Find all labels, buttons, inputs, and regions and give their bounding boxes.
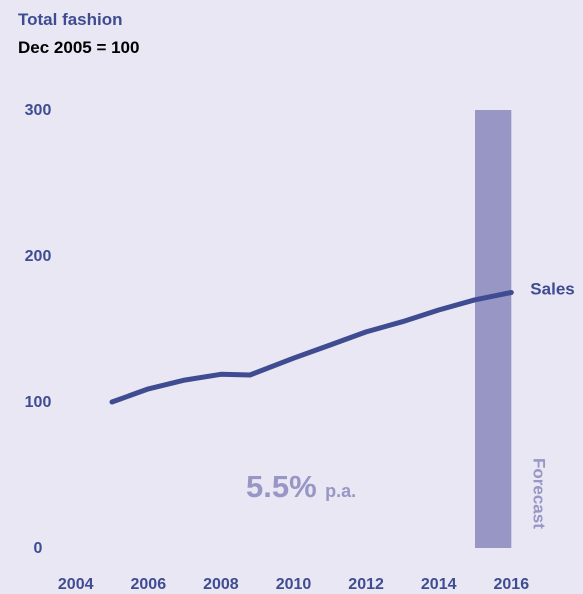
sales-line (109, 290, 514, 405)
series-label-sales: Sales (530, 280, 574, 299)
x-tick-label: 2010 (276, 576, 312, 593)
x-tick-label: 2016 (494, 576, 530, 593)
y-tick-label: 300 (25, 102, 52, 119)
y-tick-label: 100 (25, 394, 52, 411)
x-tick-label: 2006 (131, 576, 167, 593)
chart-subtitle: Dec 2005 = 100 (18, 38, 139, 57)
chart-title: Total fashion (18, 10, 123, 29)
forecast-label: Forecast (529, 458, 548, 529)
growth-value: 5.5% (246, 469, 317, 504)
growth-suffix: p.a. (325, 481, 356, 501)
y-tick-label: 0 (34, 540, 43, 557)
y-tick-label: 200 (25, 248, 52, 265)
forecast-band (475, 110, 512, 548)
x-axis-ticks: 2004 2006 2008 2010 2012 2014 2016 (58, 576, 529, 593)
growth-annotation: 5.5% p.a. (246, 469, 356, 504)
x-tick-label: 2014 (421, 576, 457, 593)
x-tick-label: 2004 (58, 576, 94, 593)
x-tick-label: 2012 (348, 576, 384, 593)
y-axis-ticks: 0 100 200 300 (25, 102, 52, 557)
x-tick-label: 2008 (203, 576, 239, 593)
